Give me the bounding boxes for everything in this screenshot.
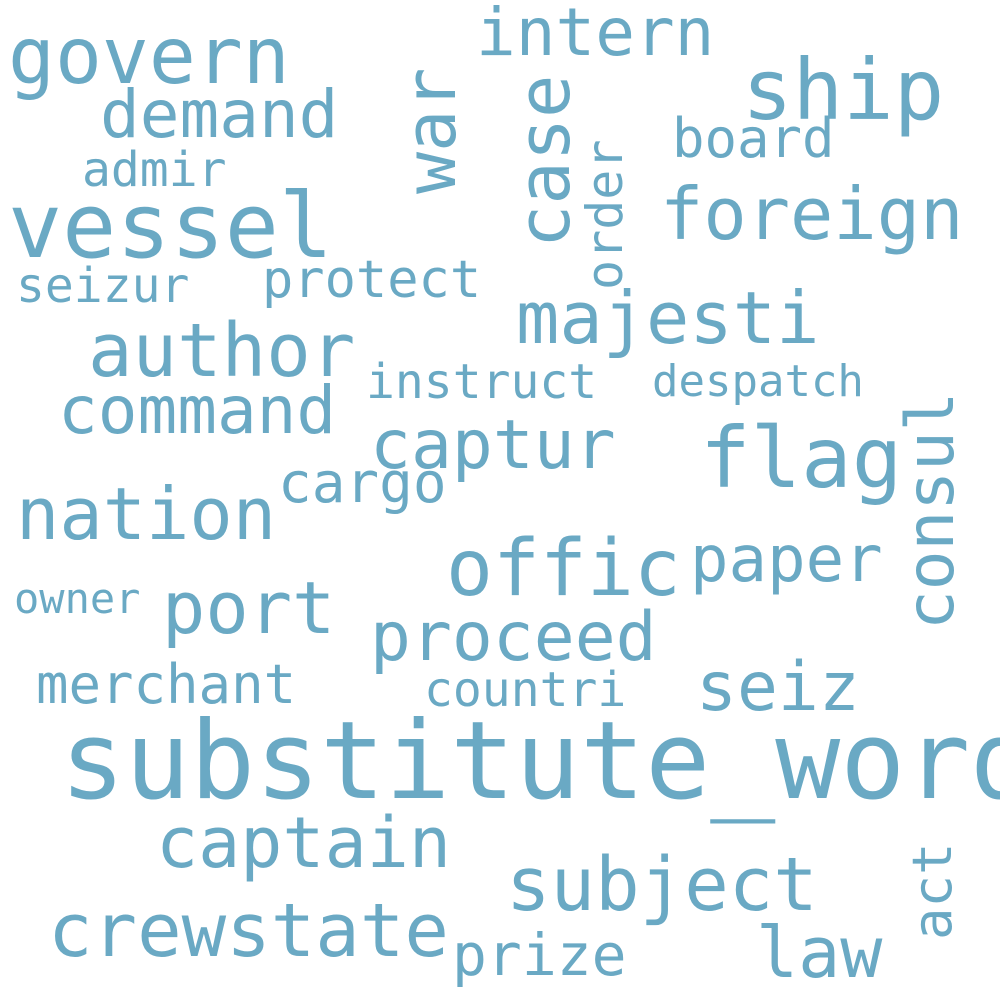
word-seiz: seiz bbox=[696, 648, 860, 727]
word-nation: nation bbox=[16, 472, 277, 556]
word-majesti: majesti bbox=[516, 276, 820, 360]
word-seizur: seizur bbox=[16, 258, 190, 314]
word-prize: prize bbox=[452, 921, 627, 989]
word-substitute-word: substitute_word bbox=[60, 699, 1000, 824]
word-countri: countri bbox=[424, 662, 627, 718]
word-crewstate: crewstate bbox=[48, 888, 449, 974]
word-intern: intern bbox=[476, 0, 715, 71]
word-instruct: instruct bbox=[366, 354, 598, 410]
word-admir: admir bbox=[82, 142, 227, 198]
word-war: war bbox=[390, 67, 472, 194]
word-owner: owner bbox=[14, 574, 141, 623]
word-consul: consul bbox=[892, 391, 969, 630]
word-foreign: foreign bbox=[660, 172, 964, 256]
word-vessel: vessel bbox=[8, 174, 334, 279]
word-flag: flag bbox=[700, 409, 903, 507]
word-cargo: cargo bbox=[278, 451, 447, 516]
word-govern: govern bbox=[8, 12, 290, 102]
word-command: command bbox=[58, 372, 337, 449]
word-offic: offic bbox=[446, 524, 681, 614]
word-demand: demand bbox=[100, 76, 339, 153]
word-ship: ship bbox=[742, 41, 945, 139]
word-despatch: despatch bbox=[652, 356, 864, 407]
word-case: case bbox=[502, 74, 586, 248]
word-proceed: proceed bbox=[370, 598, 657, 677]
word-paper: paper bbox=[690, 523, 883, 597]
word-author: author bbox=[88, 308, 356, 394]
word-law: law bbox=[756, 912, 883, 994]
word-act: act bbox=[901, 842, 964, 940]
word-protect: protect bbox=[262, 250, 482, 310]
word-merchant: merchant bbox=[36, 653, 297, 716]
word-subject: subject bbox=[506, 842, 818, 928]
word-captur: captur bbox=[370, 406, 616, 485]
word-captain: captain bbox=[156, 802, 452, 884]
word-board: board bbox=[672, 107, 835, 170]
word-port: port bbox=[162, 566, 336, 650]
word-order: order bbox=[576, 139, 634, 290]
